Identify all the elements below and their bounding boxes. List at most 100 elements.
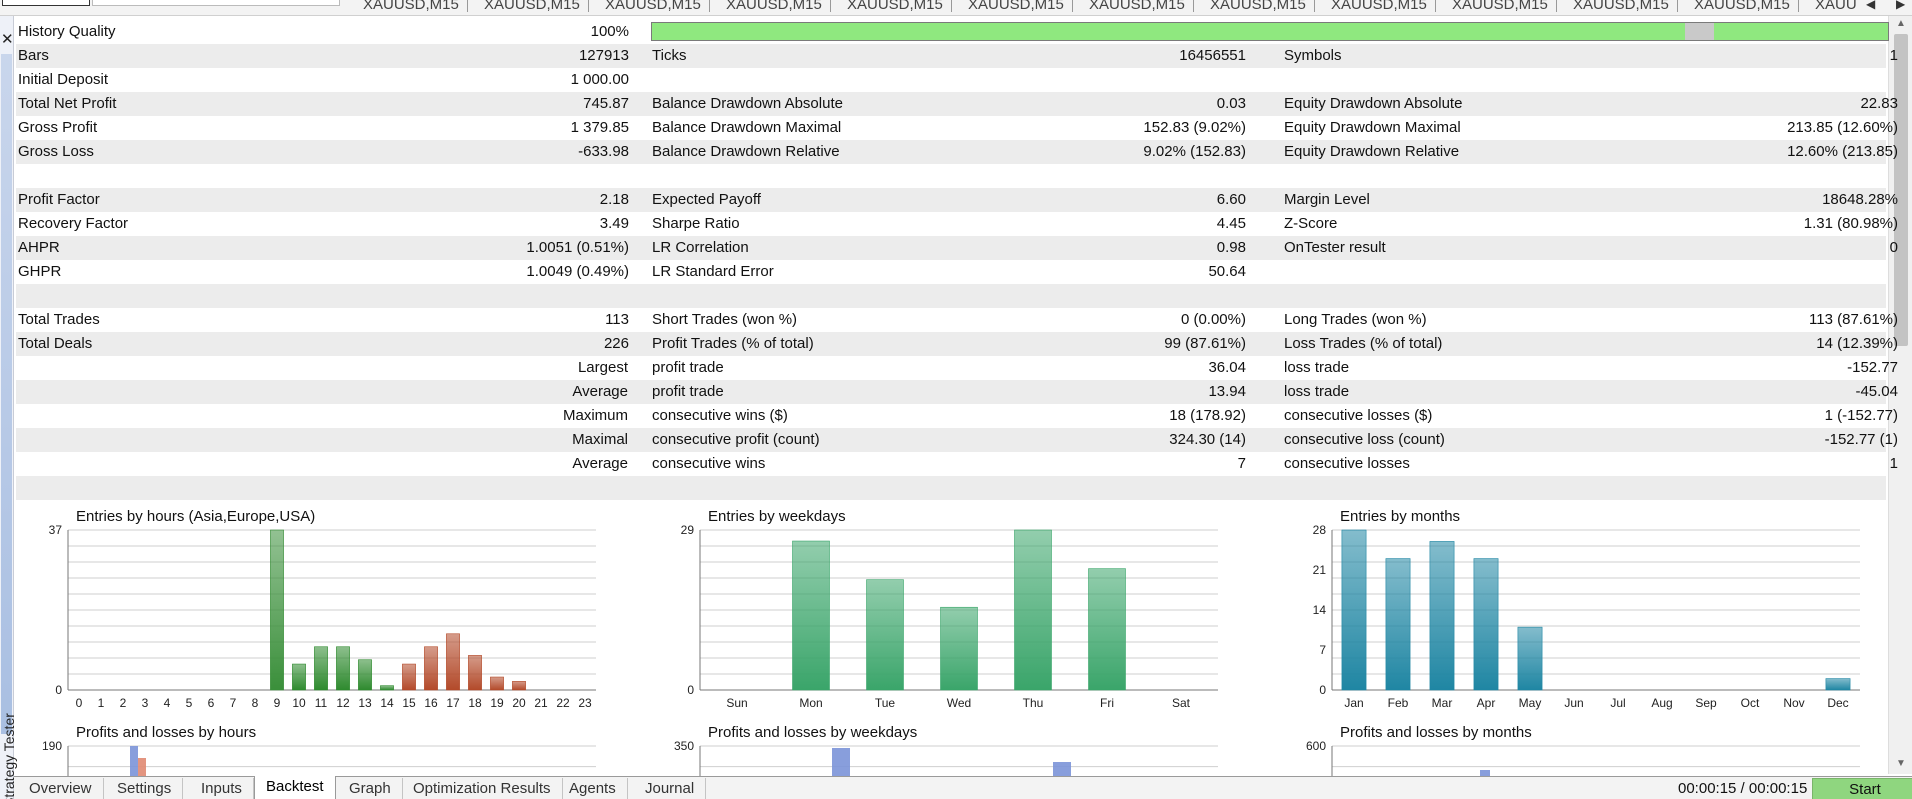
metric-value: [1016, 284, 1246, 308]
chart-tab[interactable]: XAUUSD,M15: [605, 0, 701, 13]
tab-separator: [1556, 0, 1557, 12]
x-tick-label: Nov: [1783, 696, 1804, 710]
metric-value: 1.0051 (0.51%): [526, 239, 629, 256]
report-row: Average profit trade 13.94 loss trade -45.04: [16, 380, 1898, 404]
history-quality-bar-gap: [1685, 23, 1714, 40]
close-icon[interactable]: ✕: [1, 31, 14, 48]
y-tick-label: 29: [681, 523, 695, 537]
metric-value: 1.0049 (0.49%): [526, 263, 629, 280]
x-tick-label: 1: [98, 696, 105, 710]
metric-label: Short Trades (won %): [652, 311, 798, 328]
bar: [380, 685, 394, 691]
metric-value: [1576, 164, 1898, 188]
x-tick-label: 10: [292, 696, 306, 710]
start-button[interactable]: Start: [1812, 778, 1912, 799]
metric-value: 14 (12.39%): [1816, 335, 1898, 352]
report-row: [16, 284, 1886, 308]
x-tick-label: Feb: [1388, 696, 1409, 710]
chart-tab[interactable]: XAUUSD,M15: [1331, 0, 1427, 13]
scroll-up-icon[interactable]: ▲: [1896, 18, 1906, 29]
chart-tab[interactable]: XAUUSD,M15: [484, 0, 580, 13]
chart-tab[interactable]: XAUUSD,M15: [847, 0, 943, 13]
tab-settings[interactable]: Settings: [106, 778, 184, 799]
metric-label: Margin Level: [1284, 191, 1370, 208]
scroll-down-icon[interactable]: ▼: [1896, 758, 1906, 769]
metric-label: AHPR: [18, 239, 60, 256]
tab-separator: [1314, 0, 1315, 12]
history-quality-value: 100%: [590, 23, 629, 40]
metric-label: Expected Payoff: [652, 191, 761, 208]
y-tick-label: 0: [1319, 683, 1326, 697]
chart-tab[interactable]: XAUUSD,M15: [363, 0, 459, 13]
chart-tab[interactable]: XAUUSD,M15: [1210, 0, 1306, 13]
report-row: Initial Deposit 1 000.00: [16, 68, 1886, 92]
metric-label: consecutive wins ($): [652, 407, 788, 424]
chart-tab[interactable]: XAUUSD,M15: [1089, 0, 1185, 13]
chart-tab[interactable]: XAUUSD,M15: [1573, 0, 1669, 13]
toolbar-box-2[interactable]: [92, 0, 340, 6]
scroll-left-icon[interactable]: ◀: [1866, 0, 1876, 11]
report-row: [16, 476, 1886, 500]
tab-separator: [467, 0, 468, 12]
chart-tab[interactable]: XAUUSD,M15: [726, 0, 822, 13]
scroll-thumb[interactable]: [1894, 34, 1908, 346]
metric-value: 1: [1889, 455, 1898, 472]
metric-label: OnTester result: [1284, 239, 1386, 256]
tab-optimization-results[interactable]: Optimization Results: [402, 778, 563, 799]
metric-value: [436, 164, 629, 188]
x-tick-label: Tue: [875, 696, 896, 710]
chart-title: Entries by hours (Asia,Europe,USA): [76, 508, 315, 525]
metric-value: 226: [603, 335, 629, 352]
chart-tab-strip: XAUUSD,M15 XAUUSD,M15 XAUUSD,M15 XAUUSD,M15…: [0, 0, 1912, 16]
tab-backtest[interactable]: Backtest: [254, 776, 336, 799]
tab-inputs[interactable]: Inputs: [190, 778, 254, 799]
metric-label: Balance Drawdown Relative: [652, 143, 840, 160]
tab-separator: [1435, 0, 1436, 12]
bar: [1014, 529, 1052, 691]
row-sublabel: Maximum: [562, 407, 628, 424]
metric-value: 7: [1237, 455, 1246, 472]
metric-value: [1576, 284, 1898, 308]
chart-tab[interactable]: XAUUSD,M15: [1694, 0, 1790, 13]
metric-label: profit trade: [652, 383, 724, 400]
metric-label: Equity Drawdown Absolute: [1284, 95, 1463, 112]
metric-label: Balance Drawdown Maximal: [652, 119, 842, 136]
toolbar-box[interactable]: [2, 0, 90, 6]
tab-separator: [588, 0, 589, 12]
metric-value: 3.49: [599, 215, 629, 232]
metric-value: 324.30 (14): [1169, 431, 1246, 448]
metric-value: 6.60: [1216, 191, 1246, 208]
bottom-tab-bar: Overview Settings Inputs Backtest Graph Optim…: [14, 776, 1912, 799]
metric-value: 152.83 (9.02%): [1143, 119, 1246, 136]
metric-value: 1 000.00: [570, 71, 629, 88]
metric-label: [18, 284, 438, 308]
report-row: Maximum consecutive wins ($) 18 (178.92) co…: [16, 404, 1898, 428]
x-tick-label: 0: [76, 696, 83, 710]
tab-overview[interactable]: Overview: [18, 778, 104, 799]
metric-value: 745.87: [583, 95, 629, 112]
scroll-right-icon[interactable]: ▶: [1896, 0, 1906, 11]
tab-graph[interactable]: Graph: [338, 778, 403, 799]
chart-title: Entries by months: [1340, 508, 1460, 525]
tab-journal[interactable]: Journal: [634, 778, 707, 799]
y-tick-label: 0: [687, 683, 694, 697]
chart-tab[interactable]: XAUU: [1815, 0, 1857, 13]
chart-tab[interactable]: XAUUSD,M15: [968, 0, 1064, 13]
report-row-history-quality: History Quality 100%: [16, 20, 1889, 44]
pl-bar: [1053, 762, 1071, 778]
tab-agents[interactable]: Agents: [558, 778, 628, 799]
x-tick-label: 21: [534, 696, 548, 710]
metric-label: [18, 164, 438, 188]
metric-label: Recovery Factor: [18, 215, 129, 232]
bar: [1341, 529, 1367, 691]
chart-tab[interactable]: XAUUSD,M15: [1452, 0, 1548, 13]
x-tick-label: May: [1519, 696, 1542, 710]
report-row: Total Net Profit 745.87 Balance Drawdown A…: [16, 92, 1898, 116]
bar: [792, 540, 830, 691]
side-panel-handle: [1, 54, 12, 734]
bar: [292, 663, 306, 691]
x-tick-label: 4: [164, 696, 171, 710]
vertical-scrollbar[interactable]: ▲ ▼: [1888, 16, 1912, 774]
x-tick-label: Thu: [1023, 696, 1044, 710]
